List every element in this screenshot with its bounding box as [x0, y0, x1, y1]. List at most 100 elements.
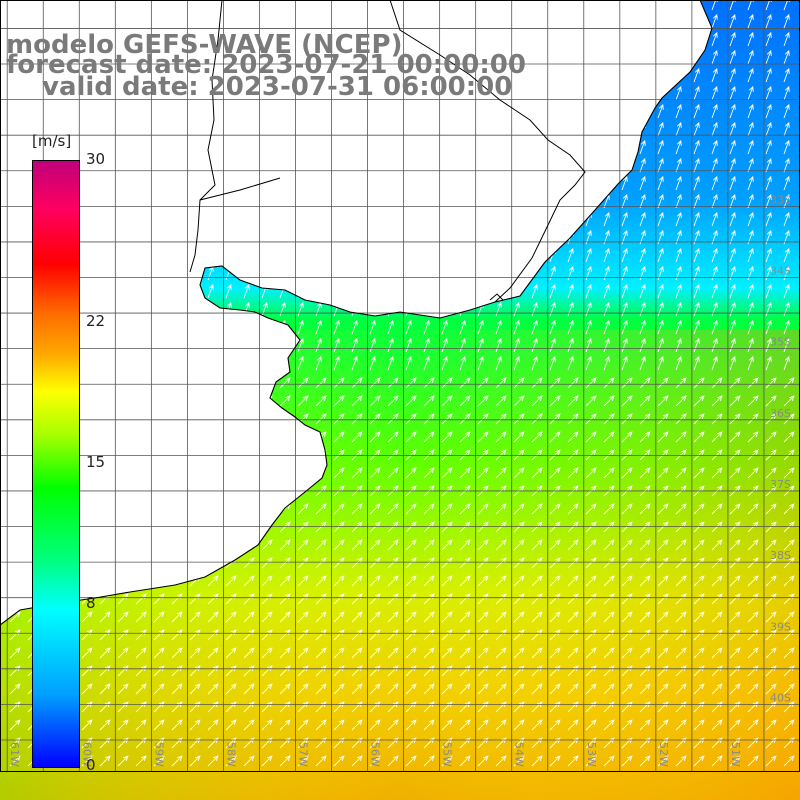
wind-arrow	[477, 575, 489, 587]
wind-arrow	[693, 719, 705, 731]
wind-arrow	[351, 719, 363, 731]
title-forecast-date: forecast date: 2023-07-21 00:00:00	[6, 50, 526, 80]
wind-arrow	[459, 539, 471, 551]
wind-arrow	[603, 301, 610, 317]
wind-arrow	[279, 647, 291, 659]
wind-arrow	[153, 647, 165, 659]
wind-arrow	[711, 431, 723, 443]
wind-arrow	[423, 377, 435, 389]
wind-arrow	[531, 283, 538, 299]
wind-arrow	[279, 755, 291, 767]
wind-arrow	[351, 593, 363, 605]
wind-arrow	[621, 377, 633, 389]
wind-arrow	[711, 85, 718, 101]
wind-arrow	[405, 521, 417, 533]
wind-arrow	[477, 755, 489, 767]
wind-arrow	[405, 611, 417, 623]
wind-arrow	[711, 49, 718, 65]
wind-arrow	[333, 611, 345, 623]
wind-arrow	[423, 611, 435, 623]
wind-arrow	[693, 665, 705, 677]
wind-arrow	[783, 413, 795, 425]
wind-arrow	[567, 557, 579, 569]
wind-arrow	[495, 683, 507, 695]
border-line	[189, 0, 586, 303]
wind-arrow	[513, 719, 525, 731]
wind-arrow	[423, 557, 435, 569]
wind-arrow	[459, 755, 471, 767]
latitude-label: 35S	[770, 336, 791, 349]
wind-arrow	[639, 467, 651, 479]
wind-arrow	[639, 377, 651, 389]
wind-arrow	[261, 701, 273, 713]
wind-arrow	[567, 575, 579, 587]
wind-arrow	[585, 395, 597, 407]
wind-arrow	[405, 719, 417, 731]
wind-arrow	[369, 647, 381, 659]
wind-arrow	[333, 539, 345, 551]
wind-arrow	[729, 665, 741, 677]
wind-arrow	[675, 337, 682, 353]
wind-arrow	[531, 355, 538, 371]
wind-arrow	[261, 683, 273, 695]
wind-arrow	[657, 283, 664, 299]
wind-arrow	[783, 211, 790, 227]
wind-arrow	[423, 337, 430, 353]
wind-arrow	[495, 413, 507, 425]
wind-arrow	[567, 611, 579, 623]
wind-arrow	[441, 575, 453, 587]
wind-arrow	[657, 139, 664, 155]
wind-arrow	[585, 467, 597, 479]
wind-arrow	[765, 355, 772, 371]
wind-arrow	[153, 665, 165, 677]
wind-arrow	[549, 337, 556, 353]
wind-arrow	[729, 719, 741, 731]
wind-arrow	[783, 175, 790, 191]
wind-arrow	[477, 319, 484, 335]
wind-arrow	[513, 355, 520, 371]
wind-arrow	[783, 575, 795, 587]
wind-arrow	[225, 593, 237, 605]
wind-arrow	[297, 611, 309, 623]
wind-arrow	[747, 431, 759, 443]
wind-arrow	[297, 593, 309, 605]
wind-arrow	[675, 683, 687, 695]
wind-arrow	[495, 301, 502, 317]
wind-arrow	[729, 175, 736, 191]
wind-arrow	[117, 701, 129, 713]
wind-arrow	[729, 683, 741, 695]
wind-arrow	[657, 575, 669, 587]
wind-arrow	[225, 575, 237, 587]
wind-arrow	[657, 467, 669, 479]
wind-arrow	[531, 413, 543, 425]
wind-arrow	[639, 139, 646, 155]
wind-arrow	[621, 175, 628, 191]
wind-arrow	[711, 755, 723, 767]
wind-arrow	[477, 431, 489, 443]
wind-arrow	[513, 665, 525, 677]
wind-arrow	[693, 539, 705, 551]
wind-arrow	[711, 521, 723, 533]
wind-arrow	[693, 157, 700, 173]
wind-arrow	[477, 337, 484, 353]
wind-arrow	[603, 683, 615, 695]
wind-arrow	[495, 557, 507, 569]
wind-arrow	[153, 701, 165, 713]
wind-arrow	[567, 319, 574, 335]
wind-arrow	[711, 611, 723, 623]
wind-arrow	[225, 665, 237, 677]
wind-arrow	[657, 377, 669, 389]
legend-unit: [m/s]	[32, 132, 72, 150]
wind-arrow	[351, 557, 363, 569]
wind-arrow	[657, 521, 669, 533]
longitude-labels: 61W 60W 59W 58W 57W 56W 55W 54W 53W 52W 51W	[8, 742, 742, 767]
wind-arrow	[711, 665, 723, 677]
wind-arrow	[531, 521, 543, 533]
wind-arrow	[621, 337, 628, 353]
wind-arrow	[99, 647, 111, 659]
wind-arrow	[765, 395, 777, 407]
wind-arrow	[387, 539, 399, 551]
wind-arrow	[621, 355, 628, 371]
wind-arrow	[675, 121, 682, 137]
wind-arrow	[387, 521, 399, 533]
